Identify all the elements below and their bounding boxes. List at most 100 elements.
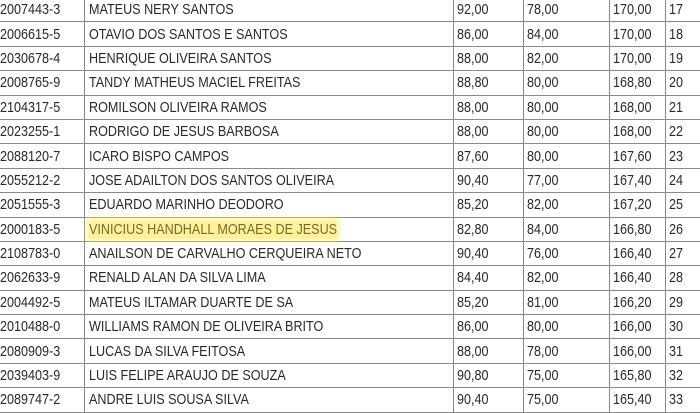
- name-cell-text: ROMILSON OLIVEIRA RAMOS: [89, 98, 267, 116]
- total-cell-text: 168,80: [613, 74, 652, 92]
- score2-cell: 80,00: [523, 71, 612, 95]
- score1-cell: 87,60: [453, 144, 526, 168]
- name-cell-text: ANDRE LUIS SOUSA SILVA: [89, 391, 249, 409]
- total-cell: 166,40: [609, 266, 668, 290]
- total-cell-text: 165,40: [613, 391, 652, 409]
- table-row: 2030678-4 HENRIQUE OLIVEIRA SANTOS 88,00 82…: [0, 46, 700, 72]
- registration-cell: 2008765-9: [0, 71, 83, 94]
- registration-cell-text: 2088120-7: [0, 147, 61, 165]
- rank-cell-text: 20: [669, 74, 684, 92]
- table-row: 2089747-2 ANDRE LUIS SOUSA SILVA 90,40 75,0…: [0, 388, 700, 413]
- total-cell-text: 168,00: [613, 98, 652, 116]
- total-cell-text: 166,20: [613, 293, 652, 311]
- score2-cell: 76,00: [523, 241, 612, 266]
- rank-cell-text: 21: [669, 98, 684, 116]
- total-cell: 170,00: [609, 46, 668, 71]
- total-cell-text: 170,00: [613, 25, 652, 43]
- score2-cell: 80,00: [523, 144, 612, 168]
- score1-cell: 86,00: [453, 22, 526, 46]
- name-cell-text: OTAVIO DOS SANTOS E SANTOS: [89, 25, 288, 43]
- rank-cell-text: 33: [669, 391, 684, 409]
- name-cell: MATEUS ILTAMAR DUARTE DE SA: [84, 290, 457, 315]
- total-cell-text: 166,80: [613, 220, 652, 238]
- name-cell-text: ANAILSON DE CARVALHO CERQUEIRA NETO: [89, 245, 362, 263]
- total-cell: 165,80: [609, 363, 668, 388]
- score1-cell-text: 85,20: [457, 196, 489, 214]
- rank-cell: 24: [665, 168, 700, 193]
- total-cell-text: 166,40: [613, 245, 652, 263]
- registration-cell-text: 2104317-5: [0, 98, 61, 116]
- table-row: 2004492-5 MATEUS ILTAMAR DUARTE DE SA 85,2…: [0, 290, 700, 316]
- total-cell: 165,40: [609, 388, 668, 412]
- score1-cell: 84,40: [453, 266, 526, 290]
- score2-cell-text: 80,00: [527, 147, 559, 165]
- score1-cell-text: 84,40: [457, 269, 489, 287]
- rank-cell-text: 18: [669, 25, 684, 43]
- table-row: 2007443-3 MATEUS NERY SANTOS 92,00 78,00 170…: [0, 0, 700, 23]
- name-cell: ROMILSON OLIVEIRA RAMOS: [84, 95, 457, 119]
- score1-cell: 90,40: [453, 388, 526, 412]
- score1-cell-text: 90,40: [457, 245, 489, 263]
- total-cell: 168,00: [609, 119, 668, 144]
- score2-cell: 82,00: [523, 266, 612, 290]
- name-cell-text: LUCAS DA SILVA FEITOSA: [89, 342, 246, 360]
- table-row: 2010488-0 WILLIAMS RAMON DE OLIVEIRA BRIT…: [0, 315, 700, 340]
- score1-cell: 90,40: [453, 241, 526, 266]
- score1-cell: 88,00: [453, 339, 526, 363]
- registration-cell: 2104317-5: [0, 96, 83, 119]
- score1-cell: 90,80: [453, 363, 526, 388]
- registration-cell-text: 2007443-3: [0, 1, 61, 19]
- total-cell-text: 166,00: [613, 318, 652, 336]
- total-cell-text: 167,40: [613, 171, 652, 189]
- score2-cell-text: 84,00: [527, 220, 559, 238]
- score2-cell: 77,00: [523, 168, 612, 193]
- registration-cell: 2108783-0: [0, 242, 83, 265]
- name-cell: LUCAS DA SILVA FEITOSA: [84, 339, 457, 363]
- registration-cell-text: 2051555-3: [0, 196, 61, 214]
- registration-cell: 2030678-4: [0, 47, 83, 70]
- name-cell-text: JOSE ADAILTON DOS SANTOS OLIVEIRA: [89, 171, 335, 189]
- name-cell: OTAVIO DOS SANTOS E SANTOS: [84, 22, 457, 46]
- total-cell: 166,00: [609, 315, 668, 339]
- registration-cell-text: 2008765-9: [0, 74, 61, 92]
- registration-cell: 2000183-5: [0, 218, 83, 241]
- rank-cell: 20: [665, 71, 700, 95]
- name-cell: HENRIQUE OLIVEIRA SANTOS: [84, 46, 457, 71]
- score1-cell-text: 88,00: [457, 123, 489, 141]
- score1-cell-text: 88,00: [457, 49, 489, 67]
- score1-cell: 90,40: [453, 168, 526, 193]
- table-row: 2000183-5 VINICIUS HANDHALL MORAES DE JES…: [0, 217, 700, 242]
- score1-cell: 82,80: [453, 217, 526, 241]
- rank-cell: 32: [665, 363, 700, 388]
- score1-cell-text: 88,80: [457, 74, 489, 92]
- rank-cell: 28: [665, 266, 700, 290]
- name-cell: MATEUS NERY SANTOS: [84, 0, 457, 22]
- rank-cell: 18: [665, 22, 700, 46]
- rank-cell: 33: [665, 388, 700, 412]
- name-cell-text: MATEUS NERY SANTOS: [89, 1, 234, 19]
- score1-cell: 85,20: [453, 193, 526, 217]
- name-cell: RENALD ALAN DA SILVA LIMA: [84, 266, 457, 290]
- rank-cell-text: 23: [669, 147, 684, 165]
- name-cell: VINICIUS HANDHALL MORAES DE JESUS: [84, 217, 457, 241]
- name-cell-text: MATEUS ILTAMAR DUARTE DE SA: [89, 293, 294, 311]
- total-cell-text: 168,00: [613, 123, 652, 141]
- rank-cell: 29: [665, 290, 700, 315]
- score2-cell-text: 81,00: [527, 293, 559, 311]
- score2-cell-text: 80,00: [527, 98, 559, 116]
- name-cell-text: TANDY MATHEUS MACIEL FREITAS: [89, 74, 301, 92]
- rank-cell-text: 28: [669, 269, 684, 287]
- table-row: 2055212-2 JOSE ADAILTON DOS SANTOS OLIVEI…: [0, 168, 700, 194]
- registration-cell: 2055212-2: [0, 169, 83, 192]
- name-cell: RODRIGO DE JESUS BARBOSA: [84, 119, 457, 144]
- score1-cell: 85,20: [453, 290, 526, 315]
- score2-cell-text: 82,00: [527, 269, 559, 287]
- total-cell: 168,00: [609, 95, 668, 119]
- rank-cell: 17: [665, 0, 700, 22]
- score2-cell-text: 77,00: [527, 171, 559, 189]
- rank-cell: 25: [665, 193, 700, 217]
- score2-cell-text: 76,00: [527, 245, 559, 263]
- score2-cell: 84,00: [523, 217, 612, 241]
- table-row: 2062633-9 RENALD ALAN DA SILVA LIMA 84,40 8…: [0, 266, 700, 291]
